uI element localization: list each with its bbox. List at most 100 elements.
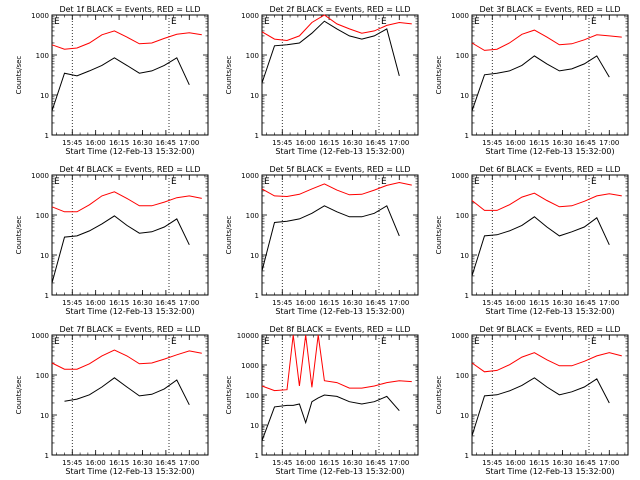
y-tick-label: 100 — [246, 392, 259, 400]
x-tick-label: 16:45 — [576, 139, 596, 147]
y-tick-label: 1000 — [451, 12, 469, 20]
corner-label-right: E — [381, 177, 387, 187]
corner-label-right: E — [381, 17, 387, 27]
lld-series-line — [471, 352, 622, 373]
lld-series-line — [51, 191, 202, 213]
y-tick-label: 1000 — [451, 332, 469, 340]
lld-series-line — [261, 334, 412, 392]
y-tick-label: 10 — [460, 412, 469, 420]
x-tick-label: 16:45 — [366, 299, 386, 307]
y-tick-label: 1000 — [31, 172, 49, 180]
y-tick-label: 10 — [40, 252, 49, 260]
x-tick-label: 16:15 — [109, 139, 129, 147]
plot-frame — [51, 14, 209, 136]
x-tick-label: 15:45 — [482, 299, 502, 307]
x-axis-title: Start Time (12-Feb-13 15:32:00) — [65, 467, 194, 476]
plot-frame — [51, 174, 209, 296]
corner-label-left: E — [54, 337, 60, 347]
x-tick-label: 16:30 — [342, 139, 362, 147]
x-tick-label: 16:15 — [529, 139, 549, 147]
x-tick-label: 16:15 — [319, 299, 339, 307]
x-tick-label: 16:30 — [342, 299, 362, 307]
x-tick-label: 17:00 — [389, 299, 409, 307]
y-axis-title: Counts/sec — [435, 56, 443, 95]
events-series-line — [64, 377, 190, 406]
y-tick-label: 1 — [465, 292, 469, 300]
panel-title: Det 5f BLACK = Events, RED = LLD — [269, 165, 410, 174]
y-tick-label: 10 — [250, 252, 259, 260]
y-axis-title: Counts/sec — [225, 56, 233, 95]
corner-label-left: E — [474, 177, 480, 187]
y-axis-title: Counts/sec — [225, 216, 233, 255]
plot-frame — [261, 14, 419, 136]
corner-label-right: E — [591, 177, 597, 187]
y-axis-title: Counts/sec — [15, 56, 23, 95]
y-tick-label: 1000 — [241, 12, 259, 20]
y-tick-label: 10 — [250, 422, 259, 430]
y-tick-label: 1 — [465, 452, 469, 460]
corner-label-right: E — [171, 17, 177, 27]
x-axis-title: Start Time (12-Feb-13 15:32:00) — [485, 307, 614, 316]
x-tick-label: 15:45 — [482, 459, 502, 467]
x-tick-label: 17:00 — [599, 139, 619, 147]
y-tick-label: 10 — [40, 412, 49, 420]
x-tick-label: 16:00 — [296, 139, 316, 147]
events-series-line — [261, 205, 400, 272]
y-tick-label: 100 — [456, 52, 469, 60]
x-tick-label: 16:30 — [552, 139, 572, 147]
corner-label-right: E — [171, 337, 177, 347]
x-tick-label: 16:45 — [576, 459, 596, 467]
plot-frame — [51, 334, 209, 456]
x-tick-label: 17:00 — [179, 139, 199, 147]
plot-frame — [471, 334, 629, 456]
plot-frame — [261, 334, 419, 456]
events-series-line — [471, 377, 610, 437]
lld-series-line — [51, 349, 202, 370]
panel-title: Det 8f BLACK = Events, RED = LLD — [269, 325, 410, 334]
x-tick-label: 15:45 — [272, 139, 292, 147]
x-tick-label: 16:00 — [86, 299, 106, 307]
detector-panel-4: Det 4f BLACK = Events, RED = LLD E E 1 10 100… — [15, 165, 209, 316]
x-tick-label: 16:45 — [366, 459, 386, 467]
x-tick-label: 15:45 — [482, 139, 502, 147]
y-axis-title: Counts/sec — [435, 216, 443, 255]
detector-panel-6: Det 6f BLACK = Events, RED = LLD E E 1 10 100… — [435, 165, 629, 316]
x-tick-label: 16:30 — [132, 299, 152, 307]
corner-label-right: E — [591, 17, 597, 27]
x-tick-label: 17:00 — [599, 459, 619, 467]
y-tick-label: 1000 — [31, 12, 49, 20]
y-tick-label: 100 — [36, 52, 49, 60]
plot-frame — [471, 174, 629, 296]
panel-title: Det 3f BLACK = Events, RED = LLD — [479, 5, 620, 14]
y-tick-label: 1000 — [241, 362, 259, 370]
y-tick-label: 100 — [36, 212, 49, 220]
x-tick-label: 16:00 — [296, 299, 316, 307]
corner-label-right: E — [381, 337, 387, 347]
y-tick-label: 10 — [250, 92, 259, 100]
x-axis-title: Start Time (12-Feb-13 15:32:00) — [485, 467, 614, 476]
x-tick-label: 17:00 — [179, 299, 199, 307]
plot-frame — [471, 14, 629, 136]
x-tick-label: 16:30 — [132, 459, 152, 467]
y-tick-label: 1000 — [31, 332, 49, 340]
y-axis-title: Counts/sec — [435, 376, 443, 415]
y-tick-label: 1000 — [451, 172, 469, 180]
y-tick-label: 1 — [255, 452, 259, 460]
x-tick-label: 16:45 — [156, 139, 176, 147]
corner-label-left: E — [474, 337, 480, 347]
lld-series-line — [471, 192, 622, 211]
y-tick-label: 100 — [36, 372, 49, 380]
detector-panel-9: Det 9f BLACK = Events, RED = LLD E E 1 10 100… — [435, 325, 629, 476]
corner-label-left: E — [54, 17, 60, 27]
corner-label-left: E — [264, 337, 270, 347]
x-tick-label: 17:00 — [599, 299, 619, 307]
x-tick-label: 16:15 — [109, 459, 129, 467]
x-tick-label: 16:00 — [506, 299, 526, 307]
lld-series-line — [51, 30, 202, 50]
corner-label-left: E — [264, 177, 270, 187]
detector-panel-5: Det 5f BLACK = Events, RED = LLD E E 1 10 100… — [225, 165, 419, 316]
detector-panel-3: Det 3f BLACK = Events, RED = LLD E E 1 10 100… — [435, 5, 629, 156]
panel-title: Det 2f BLACK = Events, RED = LLD — [269, 5, 410, 14]
x-tick-label: 15:45 — [272, 299, 292, 307]
